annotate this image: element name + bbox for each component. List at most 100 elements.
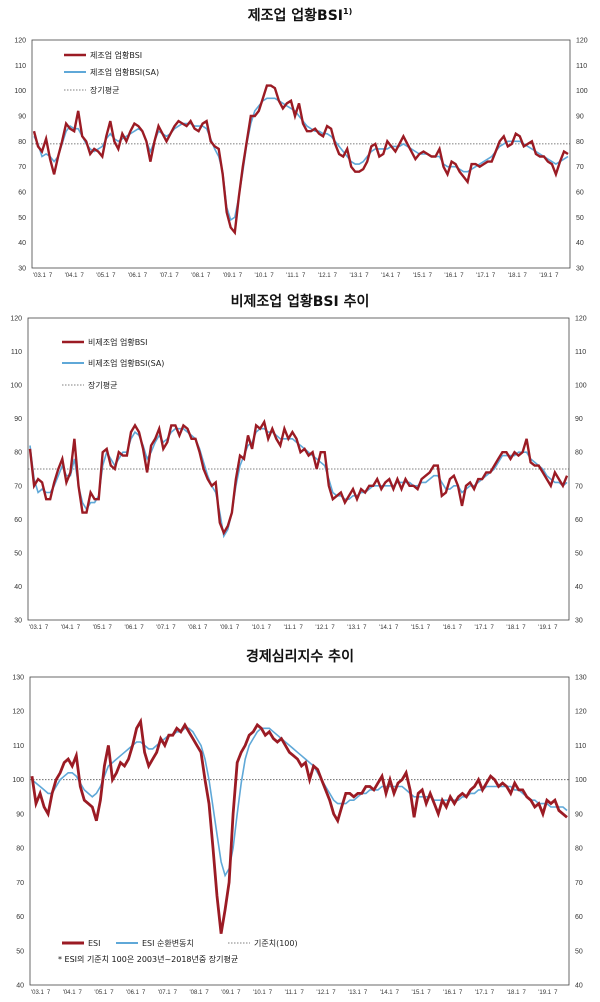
chart1-title: 제조업 업황BSI1) [248,7,352,24]
chart2-x-tick: '18.1 [506,625,519,631]
chart3-y-tick-right: 50 [575,948,583,955]
chart1-x-tick: 7 [49,273,53,279]
chart3-x-tick: '08.1 [190,990,203,996]
chart3-y-tick-left: 120 [12,709,24,716]
chart2-y-tick-left: 70 [14,483,22,490]
chart3-y-tick-left: 70 [16,880,24,887]
chart2-y-tick-right: 40 [575,584,583,591]
chart3-x-tick: '05.1 [94,990,107,996]
chart3-x-tick: 7 [205,990,209,996]
chart2-y-tick-right: 50 [575,550,583,557]
chart1-title-sup: 1) [343,7,352,16]
chart3-y-tick-right: 120 [575,709,587,716]
chart3-y-tick-right: 80 [575,846,583,853]
chart2-x-tick: '09.1 [220,625,233,631]
chart2-x-tick: 7 [554,625,558,631]
chart3-y-tick-right: 130 [575,675,587,682]
chart2-y-tick-left: 60 [14,517,22,524]
chart3-x-tick: '09.1 [221,990,234,996]
chart1-x-tick: 7 [334,273,338,279]
chart2-x-tick: 7 [395,625,399,631]
chart2-x-tick: 7 [109,625,113,631]
chart2-x-tick: 7 [490,625,494,631]
chart2-y-tick-left: 100 [10,383,22,390]
chart2-x-tick: 7 [236,625,240,631]
chart2-x-tick: '19.1 [538,625,551,631]
chart1-x-tick: '03.1 [33,273,46,279]
chart1-x-tick: 7 [112,273,116,279]
chart1-x-tick: '11.1 [286,273,299,279]
chart2-y-tick-right: 80 [575,450,583,457]
chart2-x-tick: 7 [331,625,335,631]
chart2-x-tick: 7 [427,625,431,631]
chart1-x-tick: '19.1 [539,273,552,279]
chart1-x-tick: 7 [365,273,369,279]
chart3-x-tick: '06.1 [126,990,139,996]
chart2-y-tick-left: 120 [10,316,22,323]
chart3-legend-sa-label: ESI 순환변동치 [142,938,194,948]
chart1-x-tick: '07.1 [160,273,173,279]
chart1-y-tick-left: 90 [18,114,26,121]
chart3-x-tick: 7 [301,990,305,996]
chart3-y-tick-right: 40 [575,983,583,990]
chart1-y-tick-left: 70 [18,164,26,171]
chart2-y-tick-left: 50 [14,550,22,557]
chart3-y-ticks-right: 40 50 60 70 80 90 100 110 120 130 [575,675,587,990]
chart1-x-tick: '05.1 [96,273,109,279]
chart3-x-tick: '03.1 [31,990,44,996]
chart1-x-tick: 7 [397,273,401,279]
chart3-legend: ESI ESI 순환변동치 기준치(100) * ESI의 기준치 100은 2… [58,938,298,964]
chart1-legend-sa-label: 제조업 업황BSI(SA) [90,67,159,77]
chart1-y-tick-left: 30 [18,266,26,273]
chart1-x-tick: '08.1 [191,273,204,279]
chart1-y-tick-left: 80 [18,139,26,146]
chart2-x-tick: '03.1 [29,625,42,631]
chart1-x-tick: '09.1 [223,273,236,279]
chart2-x-tick: 7 [300,625,304,631]
chart3-x-tick: '15.1 [411,990,424,996]
chart1-x-tick: '16.1 [444,273,457,279]
chart2-y-ticks-right: 30 40 50 60 70 80 90 100 110 120 [575,316,587,625]
chart1-x-tick: 7 [460,273,464,279]
chart3-x-tick: 7 [269,990,273,996]
chart3-x-tick: 7 [47,990,51,996]
chart2-y-tick-right: 120 [575,316,587,323]
chart2-x-tick: 7 [172,625,176,631]
chart1-x-tick: 7 [144,273,148,279]
chart2-x-tick: 7 [522,625,526,631]
chart2-x-tick: '17.1 [475,625,488,631]
chart3-x-ticks: '03.1 7'04.1 7'05.1 7'06.1 7'07.1 7'08.1 7'09.… [31,990,558,996]
chart1-y-tick-right: 50 [576,215,584,222]
chart1-x-tick: '04.1 [65,273,78,279]
chart2-x-tick: '07.1 [156,625,169,631]
chart3-x-tick: 7 [554,990,558,996]
chart3-y-tick-left: 90 [16,811,24,818]
chart2-x-tick: 7 [363,625,367,631]
chart1-y-tick-left: 50 [18,215,26,222]
chart1-x-ticks: '03.1 7'04.1 7'05.1 7'06.1 7'07.1 7'08.1 7'09.… [33,273,559,279]
chart1-y-ticks-right: 30 40 50 60 70 80 90 100 110 120 [576,38,588,273]
chart3-y-tick-right: 100 [575,777,587,784]
chart1-x-tick: 7 [524,273,528,279]
chart1-x-tick: 7 [239,273,243,279]
chart1-y-tick-right: 100 [576,88,588,95]
chart3-y-tick-right: 60 [575,914,583,921]
chart3-y-tick-right: 110 [575,743,586,750]
chart3-legend-raw-label: ESI [88,939,101,948]
chart2-x-ticks: '03.1 7'04.1 7'05.1 7'06.1 7'07.1 7'08.1 7'09.… [29,625,558,631]
chart3-y-tick-left: 110 [13,743,24,750]
chart1-y-tick-right: 80 [576,139,584,146]
chart3-x-tick: '07.1 [158,990,171,996]
chart3-x-tick: 7 [459,990,463,996]
chart1-y-tick-left: 110 [15,63,26,70]
chart2-y-tick-right: 100 [575,383,587,390]
chart3-title: 경제심리지수 추이 [246,648,354,665]
chart2-title: 비제조업 업황BSI 추이 [231,293,370,310]
chart3-footnote: * ESI의 기준치 100은 2003년~2018년중 장기평균 [58,954,238,964]
chart3-y-tick-left: 40 [16,983,24,990]
chart1-y-tick-left: 60 [18,190,26,197]
chart1-x-tick: 7 [492,273,496,279]
chart2-y-ticks-left: 30 40 50 60 70 80 90 100 110 120 [10,316,22,625]
chart2-x-tick: '12.1 [315,625,328,631]
chart3-x-tick: '12.1 [316,990,329,996]
